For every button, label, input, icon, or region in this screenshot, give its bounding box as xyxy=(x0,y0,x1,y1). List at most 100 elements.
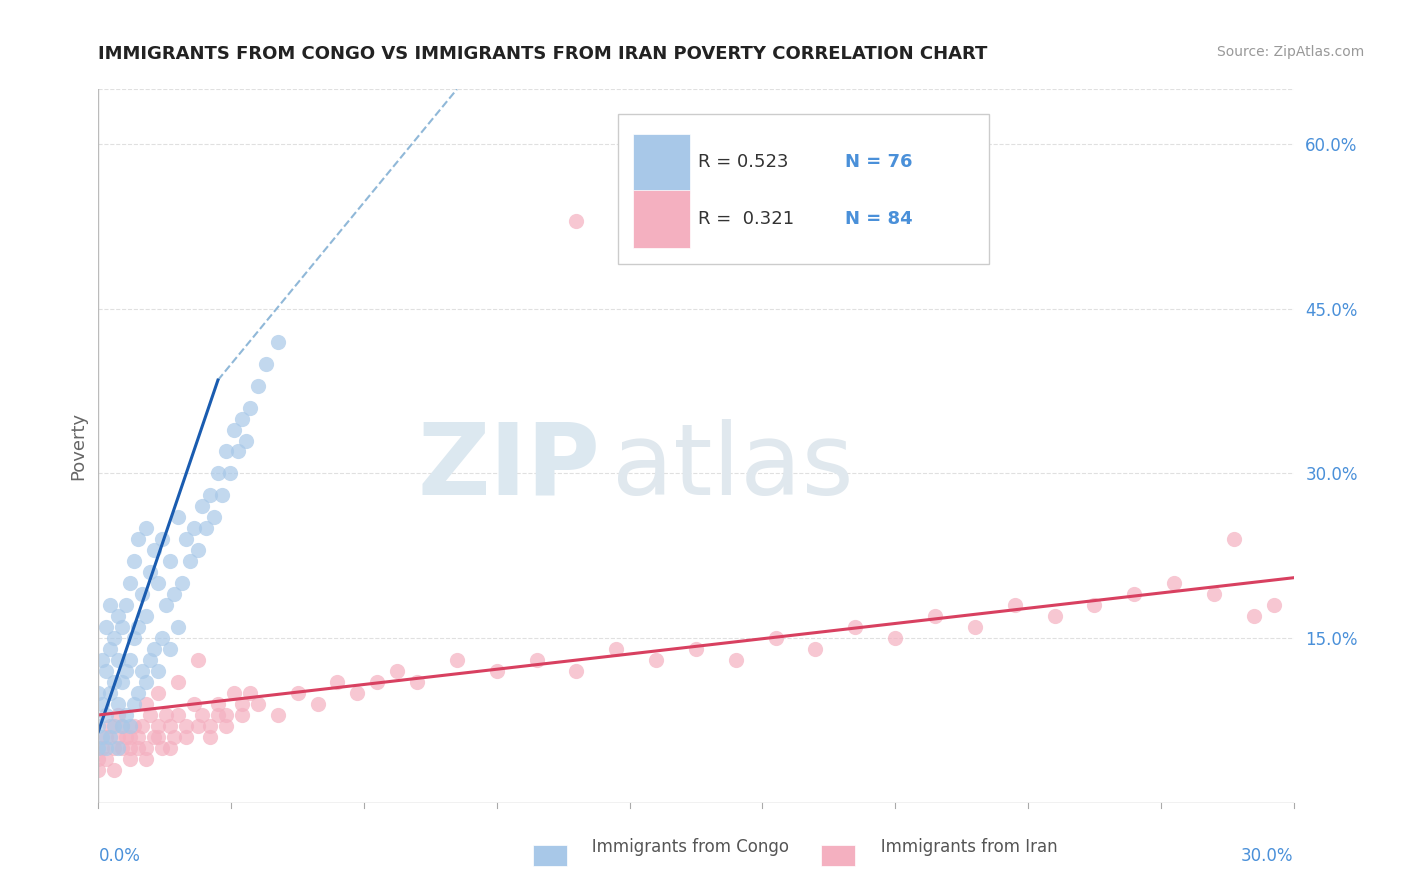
Point xyxy=(645,653,668,667)
Point xyxy=(111,675,134,690)
Point xyxy=(167,620,190,634)
Text: N = 84: N = 84 xyxy=(845,211,912,228)
Point xyxy=(222,423,245,437)
Point xyxy=(107,697,129,711)
Point xyxy=(565,214,588,228)
Point xyxy=(924,609,946,624)
Point xyxy=(804,642,827,657)
Point xyxy=(385,664,409,678)
Point xyxy=(187,719,209,733)
Text: Immigrants from Iran: Immigrants from Iran xyxy=(844,838,1057,855)
Point xyxy=(124,554,146,568)
Point xyxy=(139,708,162,723)
Point xyxy=(103,675,125,690)
Point xyxy=(207,697,229,711)
Point xyxy=(127,740,149,755)
Text: N = 76: N = 76 xyxy=(845,153,912,171)
Point xyxy=(159,642,181,657)
Point xyxy=(884,631,907,645)
Point xyxy=(87,719,110,733)
FancyBboxPatch shape xyxy=(633,134,690,193)
Point xyxy=(143,642,166,657)
Point xyxy=(96,740,118,755)
Point xyxy=(91,730,114,744)
Point xyxy=(287,686,309,700)
Point xyxy=(239,401,262,415)
Point xyxy=(267,708,290,723)
Point xyxy=(267,334,290,349)
Point xyxy=(131,587,153,601)
Point xyxy=(103,740,125,755)
Text: atlas: atlas xyxy=(613,419,853,516)
Point xyxy=(115,708,138,723)
Point xyxy=(115,598,138,612)
Point xyxy=(1004,598,1026,612)
Point xyxy=(1202,587,1225,601)
Point xyxy=(1123,587,1146,601)
Point xyxy=(163,730,186,744)
Point xyxy=(135,675,157,690)
Point xyxy=(326,675,349,690)
Point xyxy=(174,533,197,547)
Point xyxy=(96,664,118,678)
Point xyxy=(139,566,162,580)
Point xyxy=(150,631,173,645)
Point xyxy=(111,719,134,733)
Point xyxy=(107,730,129,744)
Point xyxy=(131,664,153,678)
Point xyxy=(143,543,166,558)
Point xyxy=(91,697,114,711)
Point xyxy=(307,697,329,711)
Point xyxy=(124,697,146,711)
Point xyxy=(179,554,201,568)
Point xyxy=(120,576,142,591)
Point xyxy=(246,697,269,711)
Point xyxy=(87,763,110,777)
Point xyxy=(120,719,142,733)
Point xyxy=(1222,533,1246,547)
Point xyxy=(1083,598,1105,612)
Point xyxy=(87,686,110,700)
Text: R =  0.321: R = 0.321 xyxy=(699,211,794,228)
Point xyxy=(120,752,142,766)
Text: R = 0.523: R = 0.523 xyxy=(699,153,789,171)
Point xyxy=(100,598,122,612)
Point xyxy=(100,730,122,744)
Point xyxy=(159,740,181,755)
Point xyxy=(191,708,214,723)
Point xyxy=(127,533,149,547)
Point xyxy=(406,675,429,690)
Point xyxy=(246,378,269,392)
Text: ZIP: ZIP xyxy=(418,419,600,516)
Point xyxy=(103,763,125,777)
Point xyxy=(215,719,238,733)
Point xyxy=(231,411,253,425)
Text: 30.0%: 30.0% xyxy=(1241,847,1294,864)
Point xyxy=(150,533,173,547)
Point xyxy=(150,740,173,755)
Point xyxy=(172,576,194,591)
Point xyxy=(685,642,707,657)
Point xyxy=(120,740,142,755)
Point xyxy=(844,620,866,634)
Point xyxy=(111,719,134,733)
Point xyxy=(120,653,142,667)
Point xyxy=(183,521,205,535)
Point xyxy=(167,675,190,690)
Point xyxy=(215,444,238,458)
Point xyxy=(526,653,548,667)
Y-axis label: Poverty: Poverty xyxy=(69,412,87,480)
Point xyxy=(120,730,142,744)
Point xyxy=(139,653,162,667)
Point xyxy=(446,653,468,667)
Point xyxy=(148,664,170,678)
Point xyxy=(159,719,181,733)
Point xyxy=(107,708,129,723)
Point xyxy=(159,554,181,568)
Text: IMMIGRANTS FROM CONGO VS IMMIGRANTS FROM IRAN POVERTY CORRELATION CHART: IMMIGRANTS FROM CONGO VS IMMIGRANTS FROM… xyxy=(98,45,988,62)
Point xyxy=(155,708,177,723)
Point xyxy=(565,664,588,678)
Point xyxy=(191,500,214,514)
Point xyxy=(207,467,229,481)
Point xyxy=(1163,576,1185,591)
